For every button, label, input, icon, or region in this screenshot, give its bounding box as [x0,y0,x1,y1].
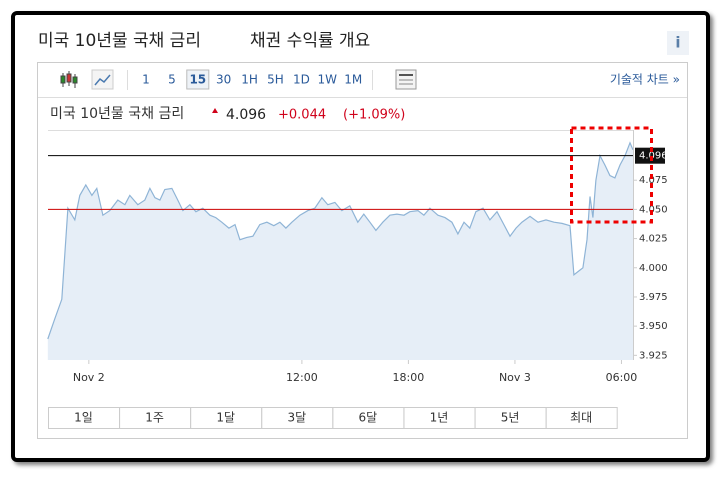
interval-button[interactable]: 30 [216,73,231,87]
y-tick-label: 3.950 [639,321,668,332]
range-label[interactable]: 1일 [74,411,93,425]
y-tick-label: 3.975 [639,292,668,303]
quote-change-pct: (+1.09%) [343,108,405,123]
x-tick-label: Nov 3 [499,371,531,384]
quote-change: +0.044 [278,108,326,123]
range-label[interactable]: 6달 [359,411,378,425]
interval-selected[interactable] [186,69,210,90]
area-fill [47,142,634,360]
range-button[interactable] [545,407,618,429]
title: 미국 10년물 국채 금리 [38,31,201,51]
highlight-box [570,126,653,224]
interval-button[interactable]: 1M [344,73,362,87]
y-tick-label: 3.925 [639,350,668,361]
interval-button[interactable]: 15 [189,73,206,87]
x-tick-label: 18:00 [393,371,425,384]
y-tick-label: 4.075 [639,175,668,186]
x-tick-label: Nov 2 [73,371,105,384]
plot: investing.com3.9253.9503.9754.0004.0254.… [47,130,668,384]
technical-chart-link[interactable]: 기술적 차트 » [610,73,680,87]
up-arrow [212,108,218,113]
interval-button[interactable]: 1H [241,73,258,87]
range-label[interactable]: 3달 [287,411,306,425]
y-tick-label: 4.025 [639,234,668,245]
range-label[interactable]: 1달 [216,411,235,425]
info-button[interactable] [667,31,689,55]
range-label[interactable]: 1년 [430,411,449,425]
current-value-box [635,147,665,164]
y-tick-label: 4.000 [639,263,668,274]
interval-button[interactable]: 5 [168,73,176,87]
x-tick-label: 12:00 [286,371,318,384]
current-value-label: 4.096 [639,151,668,162]
area-icon-line [94,74,111,86]
info-icon[interactable]: i [675,34,680,52]
subtitle: 채권 수익률 개요 [250,31,370,51]
range-label[interactable]: 최대 [570,411,592,425]
x-tick-label: 06:00 [606,371,638,384]
interval-button[interactable]: 1D [293,73,310,87]
interval-button[interactable]: 5H [267,73,284,87]
line [47,141,634,340]
range-label[interactable]: 5년 [501,411,520,425]
interval-button[interactable]: 1W [318,73,338,87]
interval-button[interactable]: 1 [142,73,150,87]
y-tick-label: 4.050 [639,204,668,215]
candle-icon[interactable] [60,71,78,88]
area-icon[interactable] [91,69,114,90]
quote-price: 4.096 [226,107,266,123]
range-label[interactable]: 1주 [145,411,164,425]
quote-name: 미국 10년물 국채 금리 [50,106,184,122]
